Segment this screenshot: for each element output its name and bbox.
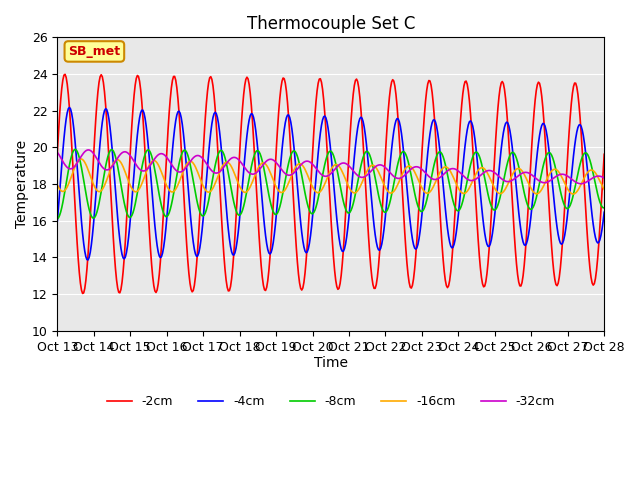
-2cm <box>79 290 86 296</box>
-2cm <box>600 151 608 157</box>
-16cm <box>380 181 388 187</box>
-16cm <box>503 184 511 190</box>
Line: -16cm: -16cm <box>58 159 604 194</box>
-16cm <box>54 182 61 188</box>
-2cm <box>54 149 61 155</box>
-32cm <box>351 169 358 175</box>
-8cm <box>380 209 388 215</box>
-4cm <box>316 139 323 145</box>
Title: Thermocouple Set C: Thermocouple Set C <box>246 15 415 33</box>
-32cm <box>503 179 511 184</box>
-32cm <box>589 175 597 180</box>
-32cm <box>380 164 388 169</box>
-8cm <box>351 196 358 202</box>
-2cm <box>319 86 326 92</box>
Line: -8cm: -8cm <box>58 149 604 219</box>
-2cm <box>351 78 359 84</box>
-16cm <box>351 190 358 196</box>
Text: SB_met: SB_met <box>68 45 120 58</box>
-4cm <box>54 218 61 224</box>
-4cm <box>84 257 92 263</box>
X-axis label: Time: Time <box>314 356 348 371</box>
-2cm <box>589 282 597 288</box>
-16cm <box>589 168 597 174</box>
-16cm <box>314 190 322 195</box>
-32cm <box>600 175 608 181</box>
Line: -32cm: -32cm <box>58 150 604 184</box>
-4cm <box>351 143 359 149</box>
-32cm <box>314 168 322 174</box>
-4cm <box>319 117 326 123</box>
-16cm <box>317 187 325 193</box>
-8cm <box>600 205 608 211</box>
Legend: -2cm, -4cm, -8cm, -16cm, -32cm: -2cm, -4cm, -8cm, -16cm, -32cm <box>102 390 560 413</box>
-4cm <box>65 105 73 110</box>
-32cm <box>317 172 325 178</box>
-8cm <box>71 146 79 152</box>
-2cm <box>316 76 323 82</box>
-8cm <box>317 178 325 184</box>
-8cm <box>54 216 61 222</box>
-32cm <box>84 147 92 153</box>
-2cm <box>504 122 511 128</box>
-16cm <box>77 156 85 162</box>
-4cm <box>381 217 389 223</box>
-2cm <box>381 158 389 164</box>
-4cm <box>589 222 597 228</box>
-4cm <box>504 120 511 126</box>
Line: -2cm: -2cm <box>58 74 604 293</box>
-32cm <box>54 149 61 155</box>
-2cm <box>61 72 69 77</box>
Y-axis label: Temperature: Temperature <box>15 140 29 228</box>
-8cm <box>588 166 596 172</box>
Line: -4cm: -4cm <box>58 108 604 260</box>
-16cm <box>570 191 577 197</box>
-32cm <box>577 181 585 187</box>
-8cm <box>503 163 511 169</box>
-4cm <box>600 209 608 215</box>
-16cm <box>600 187 608 192</box>
-8cm <box>314 195 322 201</box>
